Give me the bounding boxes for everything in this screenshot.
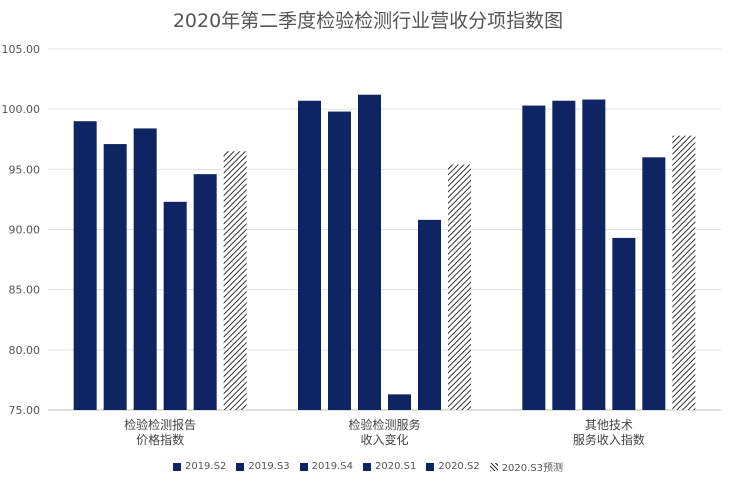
legend-label: 2020.S1 — [375, 461, 417, 472]
legend-item: 2020.S3预测 — [489, 459, 564, 474]
bar-2019.S3-2 — [552, 100, 576, 410]
bar-2020.S2-0 — [193, 174, 217, 410]
x-category-label: 检验检测报告 — [124, 417, 196, 432]
x-category-label: 价格指数 — [136, 432, 184, 447]
bar-2020.S3预测-2 — [672, 135, 696, 410]
y-tick-label: 105.00 — [2, 43, 41, 56]
legend-item: 2020.S1 — [363, 459, 416, 474]
y-tick-label: 75.00 — [9, 404, 41, 417]
bar-2020.S3预测-0 — [223, 151, 247, 411]
bar-2019.S3-0 — [103, 144, 127, 410]
legend-item: 2019.S4 — [299, 459, 353, 474]
legend-swatch — [172, 462, 181, 471]
legend-label: 2020.S2 — [438, 461, 480, 472]
bar-2019.S2-1 — [298, 100, 321, 410]
chart-title: 2020年第二季度检验检测行业营收分项指数图 — [172, 10, 564, 32]
x-category-label: 服务收入指数 — [573, 432, 645, 447]
legend-swatch — [299, 462, 308, 471]
bar-2020.S1-1 — [388, 394, 411, 410]
legend-swatch — [236, 462, 245, 471]
bar-2020.S2-1 — [418, 219, 441, 410]
bars — [73, 94, 696, 411]
y-tick-label: 80.00 — [9, 344, 41, 357]
legend-item: 2020.S2 — [426, 459, 480, 474]
bar-2020.S1-2 — [612, 237, 636, 410]
legend-item: 2019.S2 — [172, 459, 227, 474]
x-category-label: 收入变化 — [360, 432, 408, 447]
bar-2020.S2-2 — [642, 157, 666, 410]
bar-2019.S3-1 — [328, 111, 351, 410]
y-tick-label: 95.00 — [9, 163, 41, 176]
legend-swatch — [489, 462, 498, 471]
y-tick-label: 100.00 — [2, 103, 41, 116]
bar-2020.S1-0 — [163, 201, 187, 410]
y-tick-label: 85.00 — [9, 284, 41, 297]
gridlines — [48, 48, 721, 411]
bar-2019.S4-1 — [358, 94, 381, 410]
legend-label: 2019.S3 — [248, 461, 290, 472]
legend-item: 2019.S3 — [236, 459, 290, 474]
bar-2020.S3预测-1 — [448, 164, 471, 410]
bar-2019.S4-2 — [582, 99, 606, 410]
legend-label: 2019.S2 — [184, 461, 227, 472]
x-category-label: 其他技术 — [585, 418, 633, 432]
y-tick-label: 90.00 — [9, 224, 41, 237]
legend-swatch — [426, 462, 435, 471]
legend-swatch — [363, 462, 371, 471]
bar-2019.S2-2 — [522, 105, 546, 410]
legend-label: 2020.S3预测 — [501, 463, 564, 474]
chart-legend: 2019.S2 2019.S3 2019.S4 2020.S1 2020.S2 2020.… — [0, 459, 736, 474]
y-axis-ticks: 75.00 80.00 85.00 90.00 95.00 100.00 105.00 — [2, 43, 41, 417]
x-category-label: 检验检测服务 — [348, 417, 420, 432]
bar-2019.S2-0 — [73, 121, 97, 410]
legend-label: 2019.S4 — [311, 461, 353, 472]
bar-2019.S4-0 — [133, 128, 157, 411]
